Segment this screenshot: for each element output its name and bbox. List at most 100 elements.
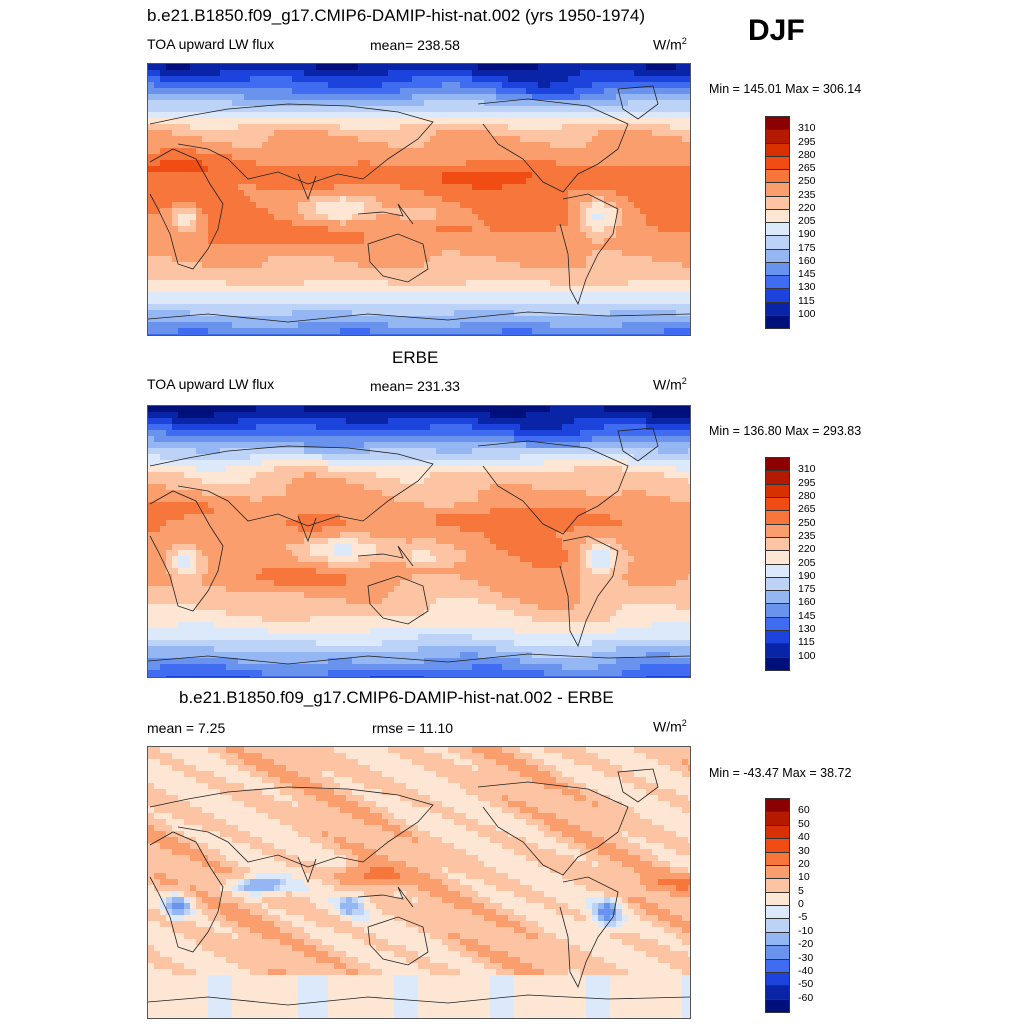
panel-2-title: ERBE xyxy=(392,348,439,367)
colorbar-swatch xyxy=(765,155,790,170)
colorbar-swatch xyxy=(765,958,790,973)
colorbar-swatch xyxy=(765,838,790,853)
colorbar-tick-label: 5 xyxy=(798,884,804,897)
colorbar-tick-label: -10 xyxy=(798,924,814,937)
colorbar-tick-label: 265 xyxy=(798,503,816,516)
colorbar-swatch xyxy=(765,590,790,605)
colorbar-tick-label: 175 xyxy=(798,241,816,254)
colorbar-swatch xyxy=(765,918,790,933)
colorbar-swatch xyxy=(765,536,790,552)
panel-3-mean-label: mean = 7.25 xyxy=(147,720,226,736)
panel-1-map xyxy=(147,63,691,336)
colorbar-swatch xyxy=(765,563,790,578)
map-field xyxy=(148,747,690,1018)
colorbar-swatch xyxy=(765,470,790,485)
colorbar-swatch xyxy=(765,971,790,987)
panel-3-minmax: Min = -43.47 Max = 38.72 xyxy=(709,766,852,780)
colorbar-tick-label: 160 xyxy=(798,254,816,267)
colorbar-tick-label: 20 xyxy=(798,857,810,870)
colorbar-swatch xyxy=(765,496,790,512)
colorbar-tick-label: -50 xyxy=(798,978,814,991)
colorbar-swatch xyxy=(765,169,790,184)
colorbar-tick-label: 145 xyxy=(798,609,816,622)
colorbar-tick-label: 130 xyxy=(798,623,816,636)
colorbar-swatch xyxy=(765,576,790,592)
panel-2-minmax: Min = 136.80 Max = 293.83 xyxy=(709,424,862,438)
coastlines xyxy=(148,427,690,665)
colorbar-swatch xyxy=(765,878,790,893)
colorbar-tick-label: 100 xyxy=(798,307,816,320)
colorbar-tick-label: -5 xyxy=(798,911,808,924)
colorbar-swatch xyxy=(765,142,790,157)
colorbar-swatch xyxy=(765,235,790,250)
colorbar-tick-label: -20 xyxy=(798,938,814,951)
panel-2-map xyxy=(147,405,691,678)
colorbar-swatch xyxy=(765,643,790,658)
panel-1-minmax: Min = 145.01 Max = 306.14 xyxy=(709,82,862,96)
colorbar-tick-label: 280 xyxy=(798,148,816,161)
colorbar-tick-label: 205 xyxy=(798,556,816,569)
colorbar-swatch xyxy=(765,288,790,303)
colorbar-swatch xyxy=(765,182,790,197)
colorbar-tick-label: 250 xyxy=(798,516,816,529)
colorbar-swatch xyxy=(765,616,790,632)
colorbar-swatch xyxy=(765,510,790,525)
colorbar-swatch xyxy=(765,656,790,671)
colorbar-tick-label: 310 xyxy=(798,463,816,476)
panel-1-units: W/m2 xyxy=(653,36,687,53)
panel-1-title: b.e21.B1850.f09_g17.CMIP6-DAMIP-hist-nat… xyxy=(147,6,645,25)
colorbar-swatch xyxy=(765,222,790,237)
colorbar-tick-label: 50 xyxy=(798,817,810,830)
map-field xyxy=(148,64,690,335)
colorbar-swatch xyxy=(765,550,790,565)
colorbar-tick-label: -30 xyxy=(798,951,814,964)
panel-3-colorbar: 60 50 40 30 20 10 5 0 -5 -10 -20 -30 -40 -50 -60 xyxy=(765,798,813,1013)
colorbar-swatch xyxy=(765,630,790,645)
colorbar-tick-label: 205 xyxy=(798,215,816,227)
colorbar-swatch xyxy=(765,275,790,290)
panel-2-colorbar: 310 295 280 265 250 235 220 205 190 175 160 145 130 1… xyxy=(765,457,816,671)
season-label: DJF xyxy=(748,14,805,47)
colorbar-swatch xyxy=(765,129,790,144)
colorbar-tick-label: 100 xyxy=(798,649,816,662)
colorbar-tick-label: -40 xyxy=(798,964,814,977)
panel-3-units: W/m2 xyxy=(653,718,687,735)
panel-3-map xyxy=(147,746,691,1019)
colorbar-swatch xyxy=(765,798,790,813)
colorbar-tick-label: 190 xyxy=(798,228,816,241)
colorbar-swatch xyxy=(765,314,790,329)
colorbar-swatch xyxy=(765,261,790,276)
panel-3-title: b.e21.B1850.f09_g17.CMIP6-DAMIP-hist-nat… xyxy=(179,688,614,707)
colorbar-swatch xyxy=(765,248,790,263)
colorbar-swatch xyxy=(765,905,790,920)
colorbar-tick-label: 175 xyxy=(798,583,816,596)
colorbar-tick-label: 190 xyxy=(798,569,816,582)
map-field xyxy=(148,406,690,677)
colorbar-swatch xyxy=(765,891,790,906)
panel-2-mean-label: mean= 231.33 xyxy=(370,378,460,394)
colorbar-tick-label: 0 xyxy=(798,898,804,910)
colorbar-tick-label: 235 xyxy=(798,188,816,201)
colorbar-swatch xyxy=(765,824,790,840)
colorbar-tick-label: 235 xyxy=(798,529,816,542)
panel-2-left-label: TOA upward LW flux xyxy=(147,376,275,392)
colorbar-tick-label: -60 xyxy=(798,991,814,1004)
colorbar-swatch xyxy=(765,811,790,826)
panel-1-left-label: TOA upward LW flux xyxy=(147,36,275,52)
colorbar-tick-label: 310 xyxy=(798,122,816,135)
panel-1-colorbar: 310 295 280 265 250 235 220 205 190 175 160 145 130 1… xyxy=(765,116,816,329)
panel-3-rmse-label: rmse = 11.10 xyxy=(372,720,454,736)
colorbar-swatch xyxy=(765,945,790,960)
panel-1-mean-label: mean= 238.58 xyxy=(370,37,460,53)
colorbar-swatch xyxy=(765,483,790,498)
colorbar-tick-label: 250 xyxy=(798,175,816,188)
colorbar-tick-label: 60 xyxy=(798,804,810,817)
colorbar-tick-label: 295 xyxy=(798,135,816,148)
colorbar-tick-label: 295 xyxy=(798,476,816,489)
colorbar-swatch xyxy=(765,195,790,210)
colorbar-tick-label: 115 xyxy=(798,294,815,307)
colorbar-swatch xyxy=(765,998,790,1013)
colorbar-swatch xyxy=(765,931,790,947)
colorbar-tick-label: 30 xyxy=(798,844,810,857)
colorbar-tick-label: 10 xyxy=(798,871,810,884)
